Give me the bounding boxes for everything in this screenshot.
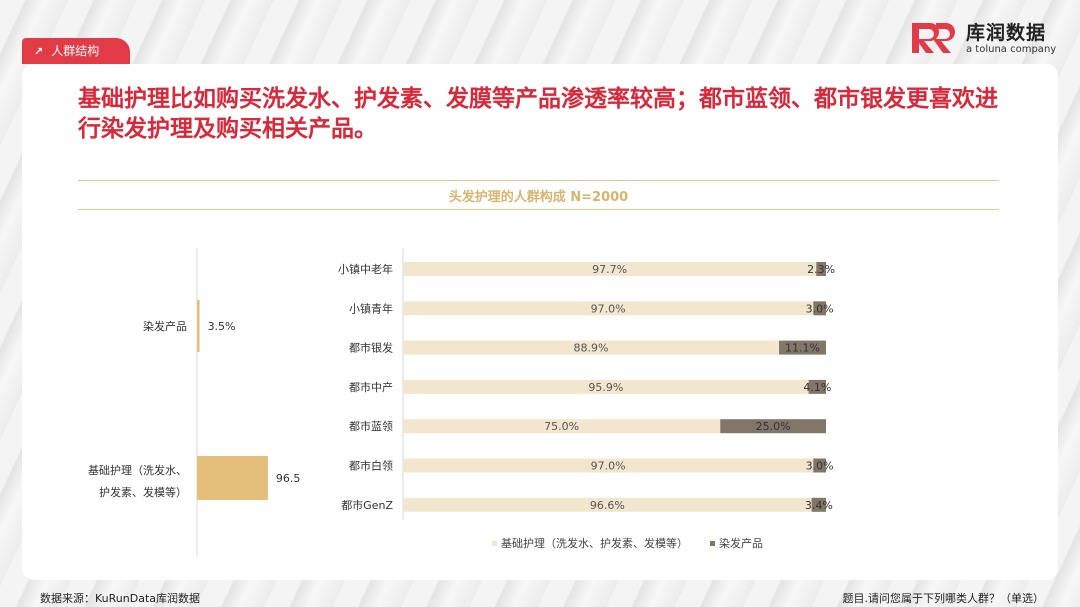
category-label-1: 基础护理（洗发水、护发素、发模等） — [88, 463, 187, 499]
category-label-5: 都市白领 — [349, 459, 393, 473]
data-label-2-series-0: 88.9% — [574, 342, 609, 355]
bar-1 — [197, 456, 268, 500]
legend-label-0: 基础护理（洗发水、护发素、发模等） — [501, 536, 688, 550]
title-rule-top — [78, 180, 999, 181]
arrow-up-right-icon: ↗ — [34, 45, 44, 58]
legend-swatch-0 — [492, 541, 497, 546]
data-label-5-series-1: 3.0% — [806, 460, 834, 473]
data-label-3-series-0: 95.9% — [588, 381, 623, 394]
bar-1-series-1 — [813, 301, 826, 316]
data-label-4-series-1: 25.0% — [756, 420, 791, 433]
bar-0-series-1 — [816, 262, 826, 276]
data-label-6-series-0: 96.6% — [590, 499, 625, 512]
bar-0-series-0 — [403, 262, 817, 276]
category-label-1: 小镇青年 — [349, 301, 393, 315]
bar-2-series-1 — [779, 340, 826, 355]
kurun-logo-icon — [912, 23, 955, 53]
data-label-5-series-0: 97.0% — [591, 460, 626, 473]
bar-6-series-1 — [811, 497, 826, 512]
content-card — [22, 64, 1058, 580]
logo-name: 库润数据 — [966, 22, 1047, 44]
section-tag-label: 人群结构 — [51, 44, 100, 58]
section-tag: ↗ 人群结构 — [22, 38, 130, 64]
title-rule-bottom — [78, 209, 999, 210]
overall-composition-chart: 染发产品 3.5% 基础护理（洗发水、护发素、发模等） 96.5% — [88, 248, 300, 556]
data-source: 数据来源：KuRunData库润数据 — [40, 592, 200, 605]
data-label-4-series-0: 75.0% — [544, 420, 579, 433]
data-label-1-series-1: 3.0% — [806, 302, 834, 315]
data-label-6-series-1: 3.4% — [805, 499, 833, 512]
category-label-3: 都市中产 — [349, 380, 393, 394]
data-label-0-series-1: 2.3% — [807, 263, 835, 276]
question-note: 题目.请问您属于下列哪类人群？（单选） — [842, 592, 1045, 605]
bar-5-series-0 — [403, 458, 814, 473]
category-label-4: 都市蓝领 — [349, 419, 393, 433]
logo-subtitle: a toluna company — [966, 44, 1057, 55]
bar-0 — [197, 300, 200, 352]
legend-swatch-1 — [710, 541, 715, 546]
bar-4-series-0 — [403, 419, 721, 434]
bar-3-series-1 — [808, 379, 826, 394]
category-label-6: 都市GenZ — [341, 498, 393, 512]
bar-1-series-0 — [403, 301, 814, 316]
brand-logo: 库润数据 a toluna company — [910, 18, 1060, 58]
category-label-0: 小镇中老年 — [338, 262, 393, 276]
legend-label-1: 染发产品 — [719, 536, 763, 550]
chart-title: 头发护理的人群构成 N=2000 — [448, 190, 629, 205]
data-label-2-series-1: 11.1% — [785, 342, 820, 355]
segment-composition-chart: 小镇中老年 97.7% 2.3% 小镇青年 97.0% 3.0% 都市银发 88.9% 11.1… — [338, 248, 835, 550]
bar-4-series-1 — [720, 419, 826, 434]
value-label-0: 3.5% — [208, 320, 236, 333]
page-headline: 基础护理比如购买洗发水、护发素、发膜等产品渗透率较高；都市蓝领、都市银发更喜欢进… — [78, 86, 998, 142]
category-label-0: 染发产品 — [143, 319, 187, 333]
bar-3-series-0 — [403, 379, 809, 394]
category-label-2: 都市银发 — [349, 341, 393, 355]
bar-2-series-0 — [403, 340, 780, 355]
data-label-3-series-1: 4.1% — [803, 381, 831, 394]
bar-5-series-1 — [813, 458, 826, 473]
data-label-0-series-0: 97.7% — [592, 263, 627, 276]
value-label-1: 96.5% — [276, 472, 300, 485]
data-label-1-series-0: 97.0% — [591, 302, 626, 315]
bar-6-series-0 — [403, 497, 812, 512]
